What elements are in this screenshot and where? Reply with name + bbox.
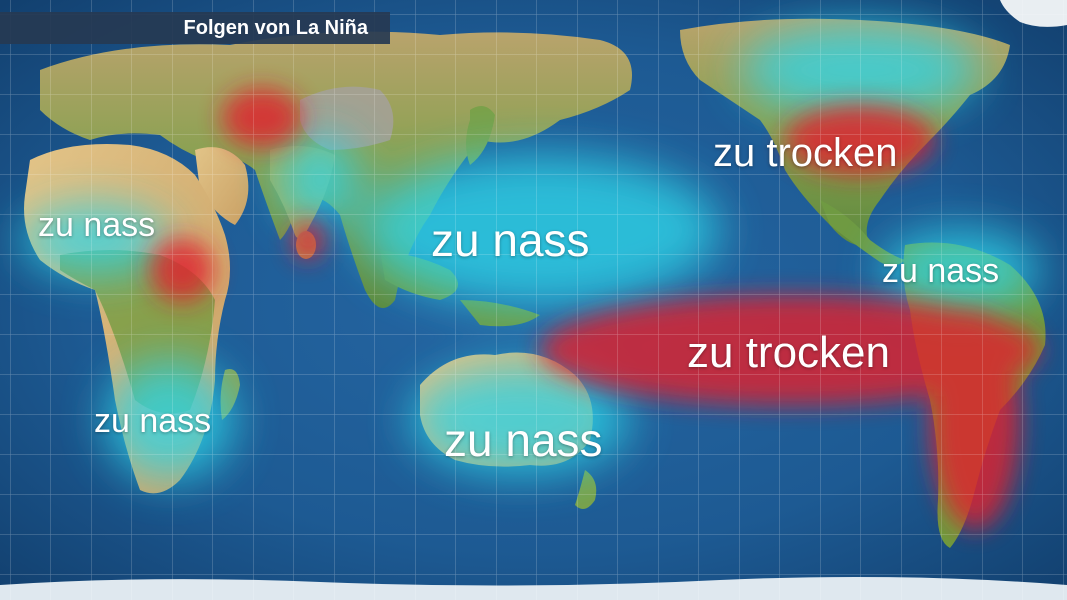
label-central-pacific: zu trocken: [687, 328, 890, 377]
label-southern-north-america: zu trocken: [713, 131, 898, 175]
title-banner: Folgen von La Niña: [0, 12, 390, 44]
label-maritime-continent: zu nass: [431, 214, 590, 266]
label-australia: zu nass: [444, 414, 603, 466]
label-northern-south-america: zu nass: [882, 252, 1000, 290]
label-south-africa: zu nass: [94, 402, 212, 440]
label-west-africa: zu nass: [38, 206, 156, 244]
map-title: Folgen von La Niña: [183, 17, 368, 39]
